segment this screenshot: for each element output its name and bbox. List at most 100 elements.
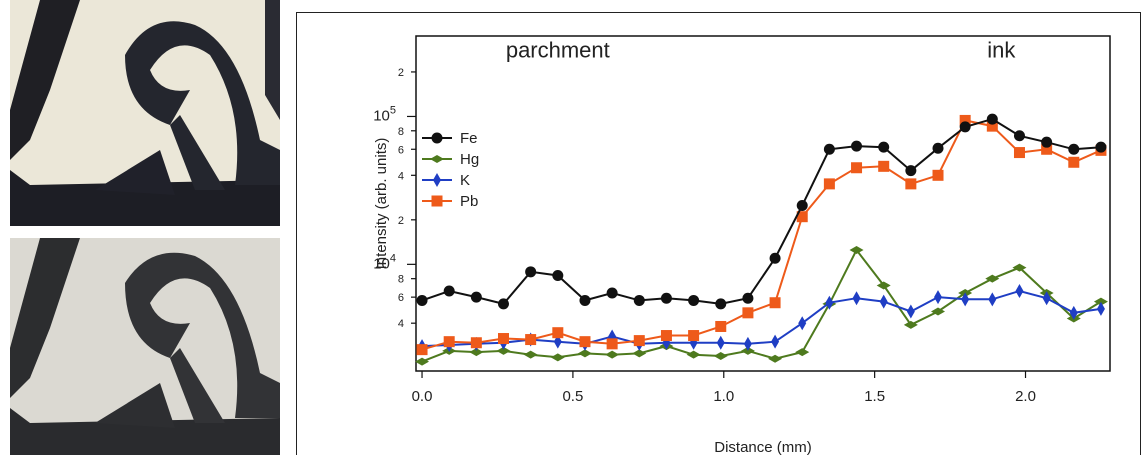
- data-point-Fe: [1041, 136, 1053, 148]
- data-point-K: [1042, 291, 1051, 306]
- data-point-Pb: [851, 162, 863, 174]
- data-point-Fe: [525, 266, 537, 278]
- data-point-Fe: [552, 270, 564, 282]
- photo-top: [10, 0, 280, 226]
- data-point-Pb: [959, 114, 971, 126]
- legend-marker: [430, 155, 444, 163]
- legend-marker: [431, 195, 443, 207]
- y-tick-label: 6: [398, 144, 404, 156]
- data-point-K: [879, 294, 888, 309]
- data-point-Pb: [932, 169, 944, 181]
- data-point-Pb: [769, 297, 781, 309]
- y-tick-label: 6: [398, 292, 404, 304]
- data-point-Pb: [715, 320, 727, 332]
- data-point-Fe: [498, 298, 510, 310]
- parchment-ink-photo-icon: [10, 0, 280, 226]
- y-tick-label: 8: [398, 274, 404, 286]
- data-point-Fe: [416, 294, 428, 306]
- data-point-Fe: [905, 165, 917, 177]
- data-point-Hg: [795, 348, 810, 357]
- data-point-Pb: [742, 307, 754, 319]
- data-point-K: [771, 334, 780, 349]
- series-Fe: [416, 113, 1107, 310]
- y-axis-label: Intensity (arb. units): [373, 138, 390, 270]
- data-point-K: [934, 290, 943, 305]
- data-point-Hg: [1012, 263, 1027, 272]
- data-point-Pb: [416, 344, 428, 356]
- legend-item-K: K: [422, 172, 470, 189]
- data-point-Fe: [1068, 143, 1080, 155]
- data-point-Fe: [1095, 141, 1107, 153]
- data-point-Pb: [796, 211, 808, 223]
- data-point-Hg: [469, 348, 484, 357]
- data-point-Pb: [688, 330, 700, 342]
- legend-marker: [431, 132, 443, 144]
- data-point-Pb: [633, 335, 645, 347]
- plot-border: [415, 35, 1111, 372]
- data-point-Fe: [633, 294, 645, 306]
- series-Hg: [415, 246, 1108, 366]
- data-point-K: [743, 336, 752, 351]
- chart-frame: [296, 12, 1141, 455]
- x-tick-label: 1.0: [713, 388, 734, 405]
- y-tick-label: 2: [398, 67, 404, 79]
- data-point-Fe: [742, 292, 754, 304]
- data-point-Fe: [606, 287, 618, 299]
- legend-label: Fe: [460, 130, 478, 147]
- data-point-Pb: [498, 333, 510, 345]
- data-point-Hg: [415, 357, 430, 366]
- series-Pb: [416, 114, 1107, 356]
- data-point-Fe: [878, 141, 890, 153]
- data-point-Pb: [525, 334, 537, 346]
- data-point-Hg: [632, 349, 647, 358]
- x-tick-label: 0.0: [412, 388, 433, 405]
- data-point-Hg: [931, 307, 946, 316]
- data-point-Pb: [1041, 143, 1053, 155]
- data-point-Fe: [715, 298, 727, 310]
- data-point-Fe: [660, 292, 672, 304]
- data-point-Fe: [579, 294, 591, 306]
- data-point-Fe: [932, 142, 944, 154]
- data-point-Fe: [851, 140, 863, 152]
- data-point-Fe: [796, 199, 808, 211]
- series-line-K: [421, 289, 1102, 348]
- data-point-Hg: [496, 346, 511, 355]
- data-point-K: [988, 292, 997, 307]
- x-tick-label: 2.0: [1015, 388, 1036, 405]
- legend-item-Pb: Pb: [422, 193, 478, 210]
- y-tick-label: 4: [398, 170, 404, 182]
- y-tick-label: 104: [373, 252, 396, 272]
- data-point-Hg: [903, 320, 918, 329]
- x-tick-label: 0.5: [562, 388, 583, 405]
- legend-label: K: [460, 172, 470, 189]
- data-point-Pb: [470, 337, 482, 349]
- data-point-Pb: [1013, 147, 1025, 159]
- data-point-Hg: [849, 246, 864, 255]
- data-point-Hg: [713, 351, 728, 360]
- data-point-Pb: [878, 160, 890, 172]
- data-point-Pb: [552, 327, 564, 339]
- data-point-K: [1096, 301, 1105, 316]
- legend-label: Pb: [460, 193, 478, 210]
- y-tick-label: 4: [398, 318, 404, 330]
- data-point-Hg: [1093, 297, 1108, 306]
- data-point-Hg: [550, 353, 565, 362]
- y-tick-label: 2: [398, 215, 404, 227]
- data-point-Hg: [605, 350, 620, 359]
- x-tick-label: 1.5: [864, 388, 885, 405]
- data-point-Hg: [768, 354, 783, 363]
- annotation-parchment: parchment: [506, 38, 610, 63]
- data-point-Pb: [986, 120, 998, 132]
- data-point-K: [798, 316, 807, 331]
- data-point-Pb: [905, 178, 917, 190]
- data-point-Hg: [876, 281, 891, 290]
- data-point-K: [716, 335, 725, 350]
- y-tick-label: 105: [373, 104, 396, 124]
- data-point-K: [961, 292, 970, 307]
- data-point-Fe: [823, 143, 835, 155]
- data-point-K: [825, 295, 834, 310]
- data-point-K: [1069, 305, 1078, 320]
- data-point-K: [852, 291, 861, 306]
- data-point-Pb: [1068, 156, 1080, 168]
